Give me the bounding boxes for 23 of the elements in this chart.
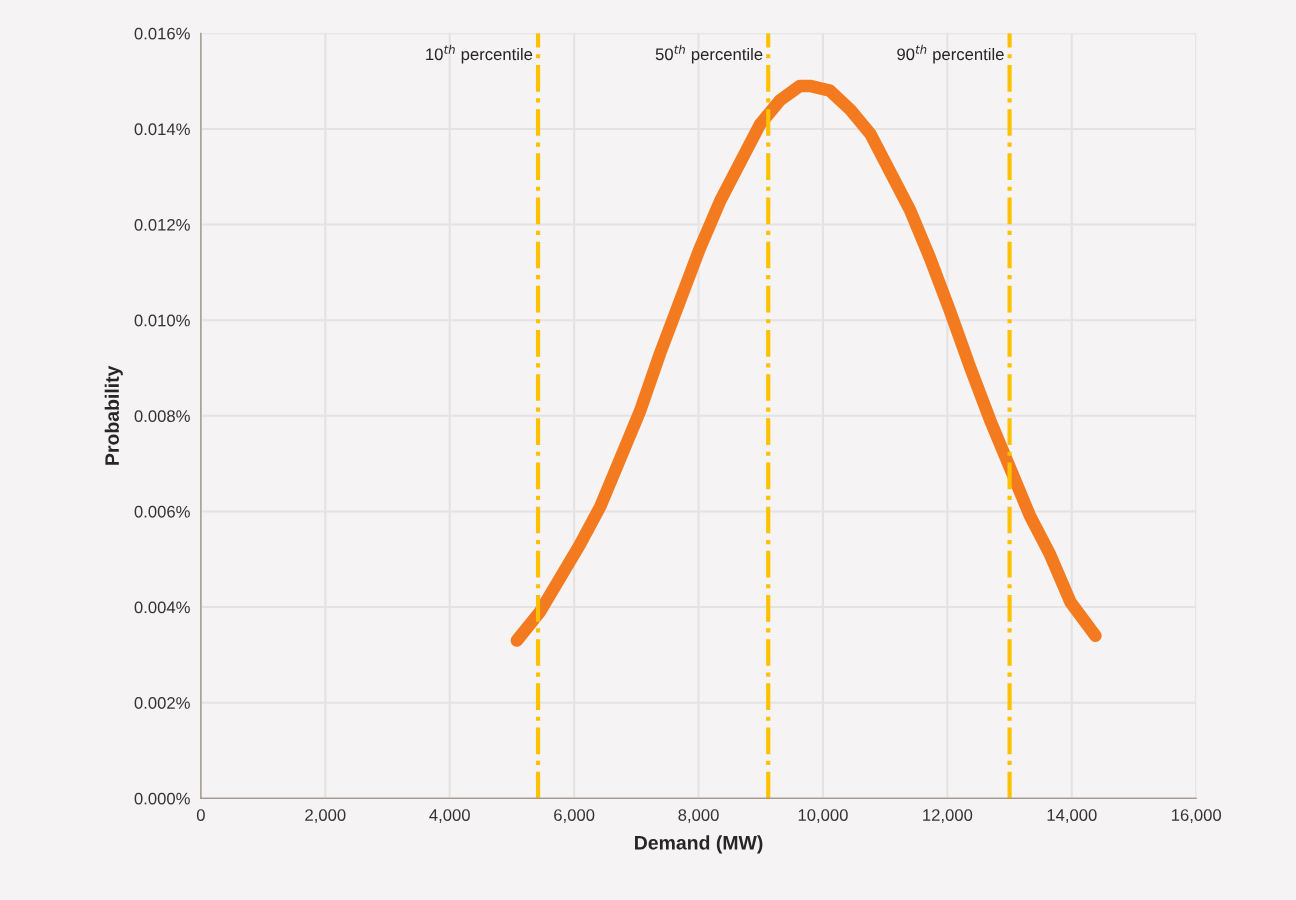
x-tick-label: 6,000 xyxy=(554,809,595,823)
y-axis-title: Probability xyxy=(104,365,123,465)
x-tick-label: 10,000 xyxy=(798,809,848,823)
y-tick-label: 0.014% xyxy=(134,123,190,136)
y-tick-label: 0.010% xyxy=(134,314,190,327)
ref-line-label: 10$^{th}$ percentile xyxy=(426,44,533,64)
y-tick-label: 0.006% xyxy=(134,505,190,518)
y-tick-label: 0.008% xyxy=(134,410,190,422)
x-tick-label: 2,000 xyxy=(305,809,346,823)
x-tick-label: 8,000 xyxy=(678,809,719,823)
y-tick-label: 0.002% xyxy=(134,697,190,709)
y-tick-label: 0.016% xyxy=(134,27,190,40)
y-tick-label: 0.004% xyxy=(134,601,190,614)
x-tick-label: 4,000 xyxy=(429,809,470,823)
x-tick-label: 0 xyxy=(196,809,205,821)
x-tick-label: 14,000 xyxy=(1047,809,1097,823)
x-tick-label: 16,000 xyxy=(1171,809,1222,823)
x-tick-label: 12,000 xyxy=(923,809,973,823)
x-axis-title: Demand (MW) xyxy=(635,835,763,854)
ref-line-label: 50$^{th}$ percentile xyxy=(655,44,763,64)
ref-line-label: 90$^{th}$ percentile xyxy=(897,44,1004,64)
y-tick-label: 0.000% xyxy=(134,792,190,805)
y-tick-label: 0.012% xyxy=(134,218,190,231)
